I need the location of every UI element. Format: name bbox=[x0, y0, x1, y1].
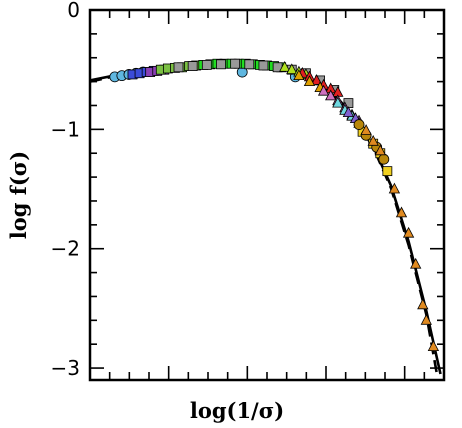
data-point bbox=[342, 106, 355, 117]
data-point bbox=[417, 298, 429, 310]
y-tick-labels: 0 −1 −2 −3 bbox=[51, 0, 80, 380]
data-point bbox=[325, 89, 337, 101]
data-point bbox=[279, 60, 291, 72]
fit-curves-layer bbox=[89, 62, 442, 375]
data-point bbox=[317, 84, 330, 96]
data-point bbox=[244, 59, 255, 70]
data-point bbox=[258, 60, 269, 71]
data-point bbox=[293, 69, 305, 80]
data-point bbox=[395, 206, 408, 218]
data-points-layer bbox=[109, 58, 440, 352]
data-point bbox=[230, 58, 241, 69]
data-point bbox=[286, 63, 298, 75]
fit-curve-dashed bbox=[89, 63, 439, 375]
data-point bbox=[367, 134, 379, 146]
plot-frame bbox=[88, 8, 446, 382]
data-point bbox=[187, 61, 198, 71]
data-point bbox=[382, 166, 393, 177]
data-point bbox=[388, 182, 401, 194]
data-point bbox=[310, 74, 323, 85]
data-point bbox=[201, 60, 212, 70]
y-tick-label: −3 bbox=[51, 356, 80, 380]
data-point bbox=[420, 313, 432, 325]
y-tick-label: −1 bbox=[51, 117, 80, 141]
data-point bbox=[378, 153, 390, 165]
data-point bbox=[353, 119, 365, 130]
data-point bbox=[173, 62, 184, 73]
data-point bbox=[374, 144, 386, 156]
fit-curve-solid bbox=[89, 62, 442, 375]
y-tick-label: −2 bbox=[51, 237, 80, 261]
data-point bbox=[410, 257, 422, 269]
data-point bbox=[402, 226, 415, 238]
y-tick-label: 0 bbox=[67, 0, 80, 22]
x-axis-title: log(1/σ) bbox=[190, 398, 284, 423]
data-point bbox=[427, 340, 440, 352]
data-point bbox=[216, 59, 226, 70]
data-point bbox=[332, 96, 344, 108]
data-point bbox=[360, 124, 372, 135]
y-axis-title: log f(σ) bbox=[6, 151, 31, 239]
data-point bbox=[303, 75, 316, 86]
